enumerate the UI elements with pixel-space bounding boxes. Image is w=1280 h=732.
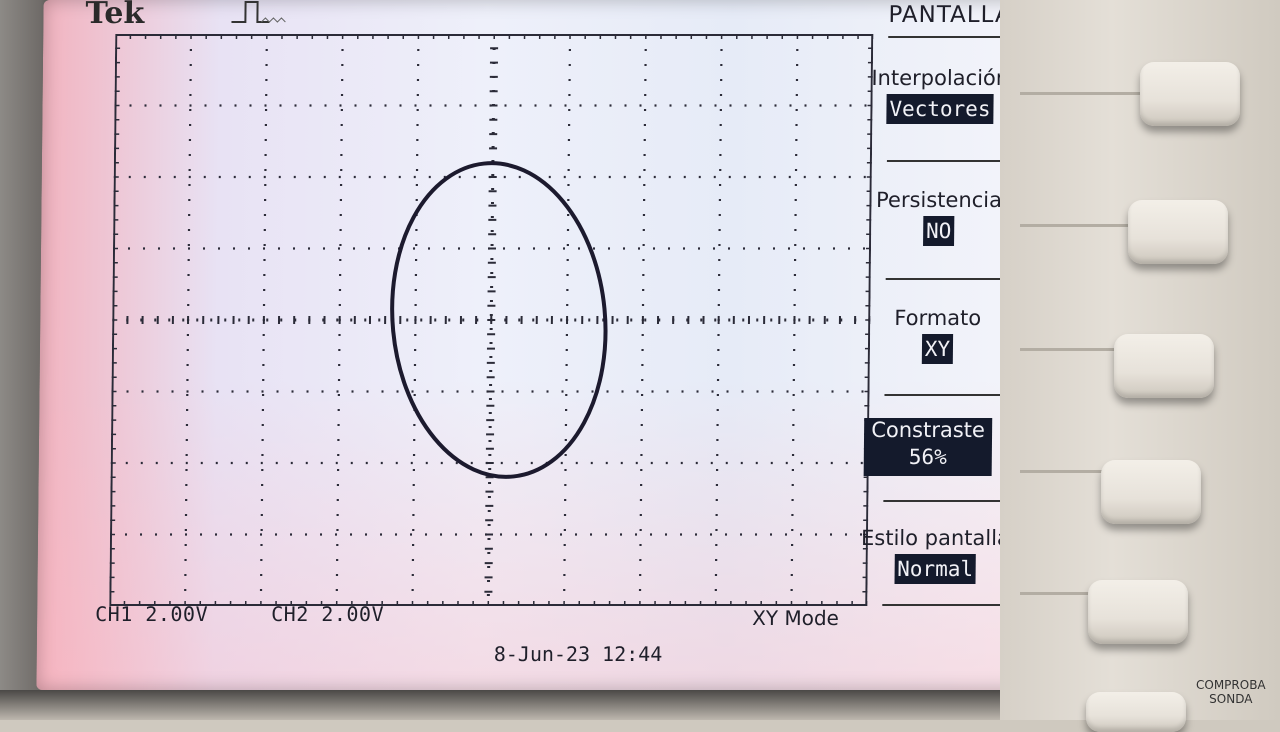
- ch1-readout: CH1 2.00V: [95, 602, 208, 626]
- menu-button-1[interactable]: [1140, 62, 1240, 126]
- menu-button-4[interactable]: [1101, 460, 1201, 524]
- contrast-value: 56%: [906, 442, 950, 472]
- ch2-scale: 2.00V: [321, 602, 384, 626]
- interpolation-value: Vectores: [886, 94, 993, 124]
- format-value: XY: [922, 334, 954, 364]
- trigger-icon: [231, 0, 287, 26]
- ch1-scale: 2.00V: [145, 602, 208, 626]
- menu-item-contrast[interactable]: Constraste 56%: [864, 418, 993, 476]
- menu-button-2[interactable]: [1128, 200, 1228, 264]
- graticule-axes: [109, 34, 873, 606]
- probe-check-button[interactable]: [1086, 692, 1186, 732]
- menu-button-3[interactable]: [1114, 334, 1214, 398]
- probe-label-line2: SONDA: [1209, 692, 1252, 706]
- probe-check-label: COMPROBA SONDA: [1196, 678, 1266, 706]
- ch2-readout: CH2 2.00V: [271, 602, 384, 626]
- display-style-value: Normal: [894, 554, 976, 584]
- graticule: [109, 34, 873, 606]
- brand-logo: Tek: [85, 0, 144, 31]
- probe-label-line1: COMPROBA: [1196, 678, 1266, 692]
- ch1-label: CH1: [95, 602, 133, 626]
- scope-bezel-bottom: [0, 690, 1030, 720]
- menu-title: PANTALLA: [888, 2, 1012, 28]
- ch2-label: CH2: [271, 602, 309, 626]
- lcd-screen: Tek CH1 2.00V CH2 2.00V XY Mode 8-Jun-23…: [36, 0, 1028, 690]
- persistence-value: NO: [923, 216, 955, 246]
- timestamp: 8-Jun-23 12:44: [494, 642, 663, 666]
- menu-button-5[interactable]: [1088, 580, 1188, 644]
- mode-readout: XY Mode: [752, 606, 839, 630]
- contrast-label: Constraste: [864, 418, 992, 442]
